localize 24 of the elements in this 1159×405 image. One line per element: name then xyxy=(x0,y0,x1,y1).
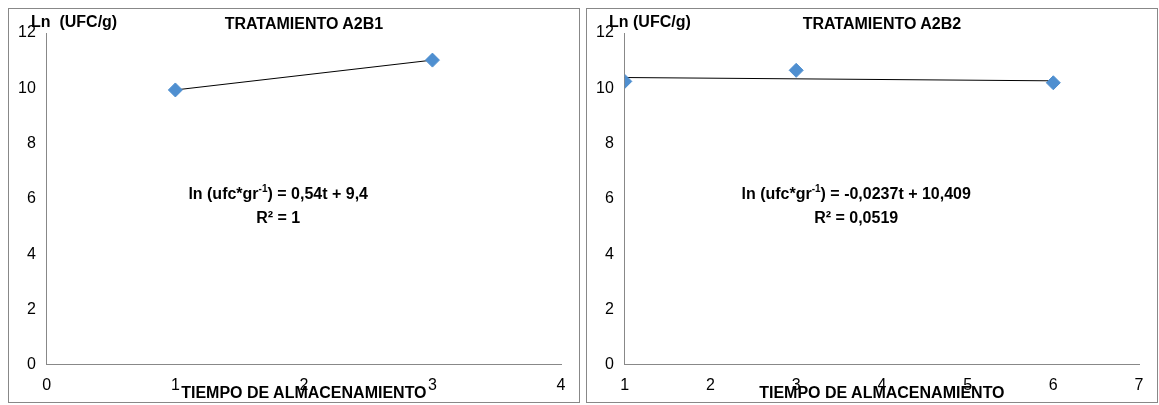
y-tick-label: 0 xyxy=(26,355,36,373)
y-tick-label: 2 xyxy=(26,299,36,317)
y-tick-label: 8 xyxy=(26,134,36,152)
y-tick-label: 6 xyxy=(26,189,36,207)
x-tick-label: 1 xyxy=(620,375,630,393)
y-tick-label: 10 xyxy=(596,78,614,96)
y-tick-label: 0 xyxy=(604,355,614,373)
x-tick-label: 0 xyxy=(42,375,52,393)
chart-title: TRATAMIENTO A2B1 xyxy=(224,15,384,33)
x-tick-label: 2 xyxy=(706,375,716,393)
y-tick-label: 2 xyxy=(604,299,614,317)
annotation: R² = 1 xyxy=(256,208,301,226)
y-tick-label: 8 xyxy=(604,134,614,152)
x-tick-label: 3 xyxy=(428,375,437,393)
x-tick-label: 6 xyxy=(1048,375,1058,393)
y-tick-label: 4 xyxy=(26,244,36,262)
y-tick-label: 10 xyxy=(18,78,36,96)
x-tick-label: 7 xyxy=(1134,375,1144,393)
y-tick-label: 4 xyxy=(604,244,614,262)
y-tick-label: 6 xyxy=(604,189,614,207)
chart-title: TRATAMIENTO A2B2 xyxy=(802,15,962,33)
x-tick-label: 4 xyxy=(556,375,566,393)
annotation: R² = 0,0519 xyxy=(814,208,899,226)
x-tick-label: 1 xyxy=(170,375,180,393)
